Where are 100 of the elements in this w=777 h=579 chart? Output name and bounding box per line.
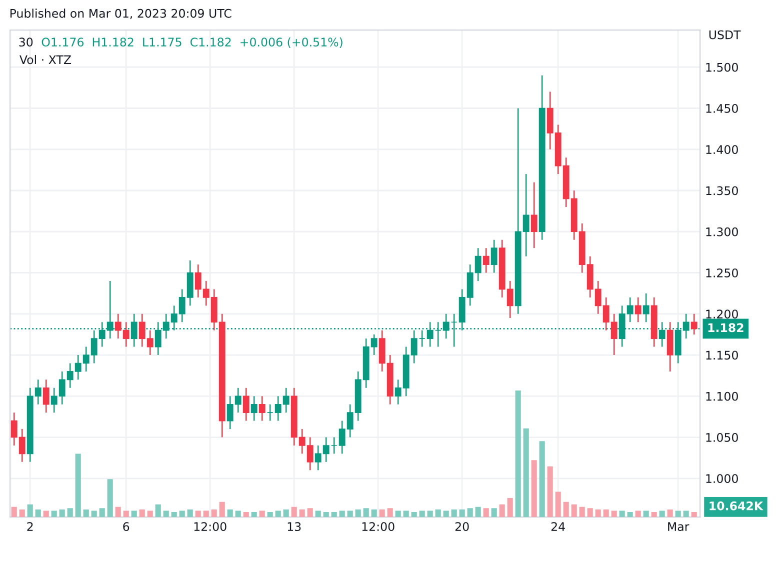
annotation: O1.176 H1.182 L1.175 C1.182 +0.006 (+0.51%): [42, 37, 342, 48]
bar: [123, 510, 129, 518]
x-tick-label: 6: [123, 522, 130, 532]
y-tick-label: 1.000: [706, 474, 738, 484]
candlestick: [530, 182, 538, 249]
x-tick-label: 13: [288, 522, 301, 532]
x-tick-label: 20: [455, 522, 469, 532]
annotation: Vol · XTZ: [20, 55, 71, 64]
bar: [515, 390, 521, 518]
y-tick-label: 1.400: [706, 145, 738, 154]
bar: [467, 508, 473, 518]
bar: [27, 504, 33, 518]
bar: [691, 512, 697, 518]
bar: [611, 510, 617, 518]
bar: [219, 502, 225, 518]
bar: [411, 512, 417, 518]
x-tick-label: 12:00: [362, 522, 394, 532]
bar: [427, 510, 433, 518]
bar: [651, 512, 657, 518]
candlestick: [690, 313, 698, 336]
candlestick: [490, 239, 498, 274]
bar: [267, 512, 273, 518]
y-tick-label: 1.050: [706, 432, 738, 442]
bar: [347, 510, 353, 518]
bar: [603, 509, 609, 518]
bar: [35, 509, 41, 518]
bar: [627, 512, 633, 518]
bar: [675, 510, 681, 518]
bar: [163, 510, 169, 518]
candlestick: [482, 247, 490, 274]
bar: [387, 508, 393, 518]
candlestick: [418, 330, 426, 348]
x-tick-label: Mar: [668, 522, 690, 532]
bar: [683, 510, 689, 518]
text: 10.642K: [710, 501, 764, 510]
bar: [451, 509, 457, 518]
bar: [579, 506, 585, 518]
bar: [227, 509, 233, 518]
bar: [235, 510, 241, 518]
bar: [11, 506, 17, 518]
bar: [443, 510, 449, 518]
bar: [507, 498, 513, 518]
bar: [243, 512, 249, 518]
bar: [115, 506, 121, 518]
bar: [147, 510, 153, 518]
bar: [555, 492, 561, 518]
bar: [475, 506, 481, 518]
bar: [531, 460, 537, 518]
bar: [619, 510, 625, 518]
bar: [131, 510, 137, 518]
y-tick-label: 1.350: [706, 186, 738, 196]
text: Published on Mar 01, 2023 20:09 UTC: [10, 8, 232, 20]
bar: [299, 509, 305, 518]
bar: [435, 509, 441, 518]
annotation: 30: [19, 38, 33, 47]
y-tick-label: 1.150: [706, 350, 738, 360]
ref-line-label: 1.182: [708, 323, 744, 332]
bar: [59, 509, 65, 518]
bar: [187, 509, 193, 518]
bar: [211, 509, 217, 518]
bar: [491, 508, 497, 518]
bar: [155, 504, 161, 518]
bar: [307, 508, 313, 518]
candlestick: [250, 396, 258, 422]
bar: [43, 510, 49, 518]
bar: [99, 508, 105, 518]
bar: [571, 504, 577, 518]
x-tick-label: 2: [27, 522, 33, 531]
bar: [195, 510, 201, 518]
y-tick-label: 1.500: [706, 62, 738, 72]
bar: [499, 504, 505, 518]
y-tick-label: 1.200: [706, 310, 738, 319]
bar: [331, 512, 337, 518]
candlestick: [266, 404, 274, 422]
y-tick-label: 1.450: [706, 104, 738, 113]
bar: [315, 510, 321, 518]
x-tick-label: 24: [551, 522, 565, 531]
bar: [371, 509, 377, 518]
bar: [547, 466, 553, 518]
bar: [355, 509, 361, 518]
bar: [339, 510, 345, 518]
bar: [643, 510, 649, 518]
bar: [403, 510, 409, 518]
bar: [283, 509, 289, 518]
bar: [459, 509, 465, 518]
bar: [251, 512, 257, 518]
bar: [667, 509, 673, 518]
bar: [75, 454, 81, 518]
bar: [291, 506, 297, 518]
y-axis-title: USDT: [709, 30, 741, 40]
bar: [379, 509, 385, 518]
bar: [83, 509, 89, 518]
y-tick-label: 1.100: [706, 392, 738, 401]
y-tick-label: 1.250: [706, 268, 738, 278]
bar: [107, 479, 113, 518]
candlestick: [242, 387, 250, 422]
bar: [171, 512, 177, 518]
bar: [587, 508, 593, 518]
candlestick: [42, 379, 50, 414]
bar: [563, 502, 569, 518]
